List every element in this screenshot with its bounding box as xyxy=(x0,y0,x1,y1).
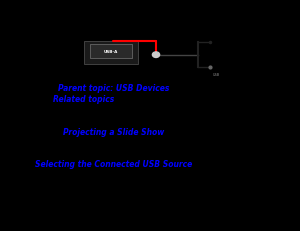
Text: Projecting a Slide Show: Projecting a Slide Show xyxy=(63,127,165,136)
Circle shape xyxy=(152,53,160,58)
Bar xyxy=(84,42,138,65)
Text: USB: USB xyxy=(212,73,220,77)
Text: Parent topic: USB Devices: Parent topic: USB Devices xyxy=(58,83,170,92)
Bar xyxy=(90,45,132,59)
Text: USB-A: USB-A xyxy=(104,50,118,54)
Text: Selecting the Connected USB Source: Selecting the Connected USB Source xyxy=(35,160,193,168)
Text: Related topics: Related topics xyxy=(53,95,115,104)
